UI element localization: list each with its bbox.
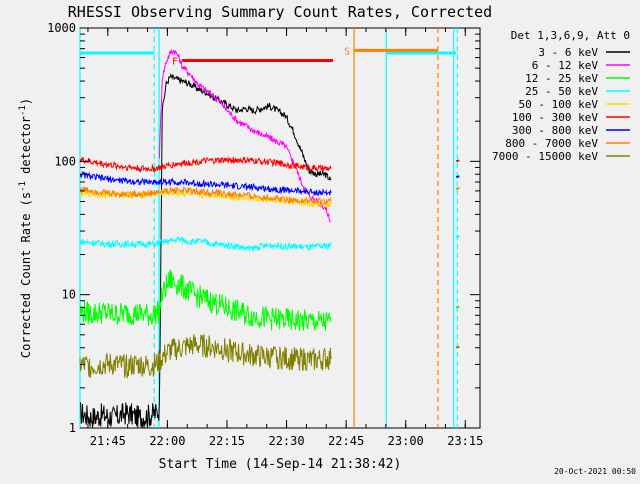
y-axis-label-sup2: -1 — [18, 105, 28, 116]
flare-marker-label: F — [172, 57, 178, 68]
series-line-6-12-kev — [158, 48, 332, 223]
tail-mark-300-800-kev — [455, 175, 460, 179]
state-markers: FS — [80, 46, 457, 68]
y-axis-ticks: 1 10 100 1000 — [47, 21, 480, 435]
x-tick-label-0: 21:45 — [90, 434, 126, 448]
series-line-3-6-kev — [79, 73, 332, 429]
vertical-marker-lines — [79, 28, 458, 428]
legend-label-3-6-kev: 3 - 6 keV — [538, 46, 598, 59]
tail-mark-800-7000-kev — [455, 187, 460, 190]
y-axis-label: Corrected Count Rate (s-1 detector-1) — [18, 98, 33, 358]
y-axis-label-end: ) — [19, 98, 33, 105]
legend-label-7000-15000-kev: 7000 - 15000 keV — [492, 150, 598, 163]
y-axis-label-mid: detector — [19, 116, 33, 181]
tail-mark-7000-15000-kev — [455, 345, 460, 349]
tail-mark-25-50-kev — [455, 235, 460, 239]
legend-label-12-25-kev: 12 - 25 keV — [525, 72, 598, 85]
series-line-12-25-kev — [79, 269, 332, 332]
x-tick-label-5: 23:00 — [388, 434, 424, 448]
series-line-7000-15000-kev — [79, 334, 332, 379]
y-axis-label-sup1: -1 — [18, 181, 28, 192]
x-tick-label-4: 22:45 — [328, 434, 364, 448]
tail-mark-12-25-kev — [455, 305, 460, 309]
legend-label-300-800-kev: 300 - 800 keV — [512, 124, 598, 137]
timestamp: 20-Oct-2021 00:50 — [554, 467, 636, 476]
x-tick-label-6: 23:15 — [447, 434, 483, 448]
legend-label-50-100-kev: 50 - 100 keV — [519, 98, 599, 111]
y-tick-label-1: 10 — [62, 288, 76, 302]
chart-title: RHESSI Observing Summary Count Rates, Co… — [68, 3, 492, 21]
y-tick-label-2: 100 — [54, 154, 76, 168]
legend-label-25-50-kev: 25 - 50 keV — [525, 85, 598, 98]
series-line-25-50-kev — [79, 235, 332, 252]
y-tick-label-3: 1000 — [47, 21, 76, 35]
tail-mark-100-300-kev — [455, 159, 460, 163]
x-tick-label-3: 22:30 — [268, 434, 304, 448]
legend-title: Det 1,3,6,9, Att 0 — [511, 29, 630, 42]
series-line-300-800-kev — [79, 171, 332, 197]
y-axis-label-main: Corrected Count Rate (s — [19, 192, 33, 358]
series-line-100-300-kev — [79, 155, 332, 173]
saa-marker-label: S — [344, 46, 350, 57]
series-line-800-7000-kev — [79, 185, 332, 206]
x-axis-ticks: 21:45 22:00 22:15 22:30 22:45 23:00 23:15 — [87, 28, 483, 448]
x-tick-label-2: 22:15 — [209, 434, 245, 448]
series-lines — [79, 48, 460, 429]
x-axis-label: Start Time (14-Sep-14 21:38:42) — [159, 457, 402, 472]
legend-label-6-12-kev: 6 - 12 keV — [532, 59, 599, 72]
x-tick-label-1: 22:00 — [149, 434, 185, 448]
y-tick-label-0: 1 — [69, 421, 76, 435]
legend-label-800-7000-kev: 800 - 7000 keV — [505, 137, 598, 150]
legend-label-100-300-kev: 100 - 300 keV — [512, 111, 598, 124]
